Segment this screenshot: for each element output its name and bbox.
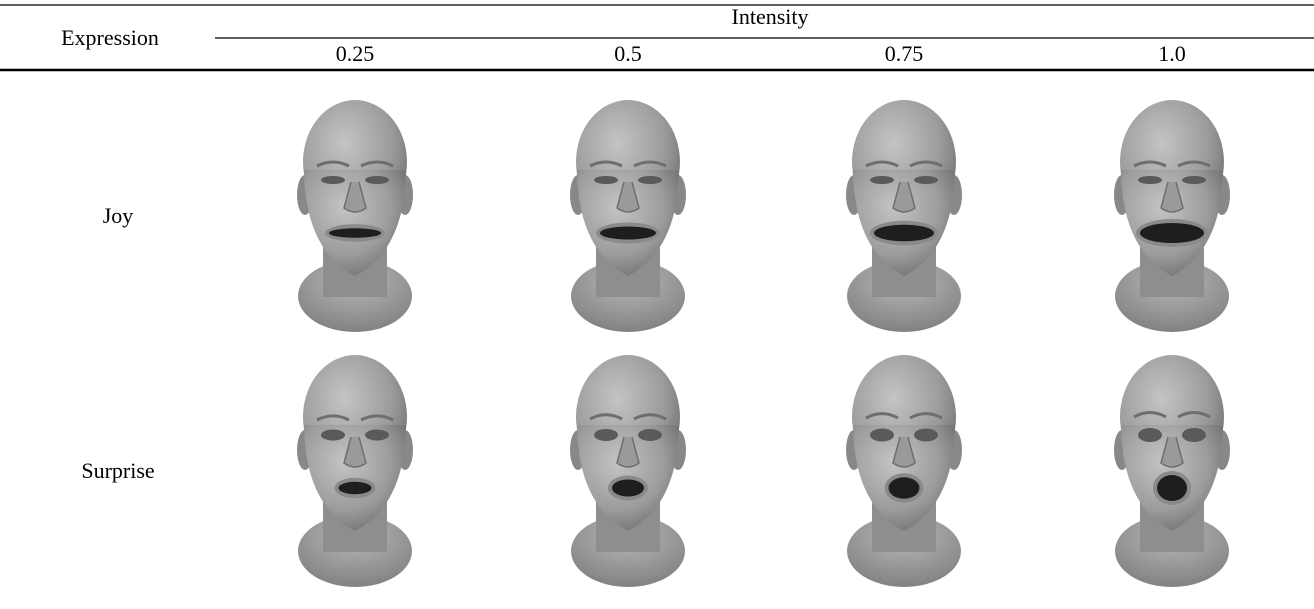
face-render (1114, 100, 1230, 332)
eye (365, 176, 389, 184)
column-header: 0.75 (885, 41, 924, 66)
figure-table: Expression Intensity 0.25 0.5 0.75 1.0 Joy Su… (0, 0, 1314, 609)
mouth (612, 480, 644, 497)
eye (594, 176, 618, 184)
eye (321, 176, 345, 184)
eye (1138, 428, 1162, 442)
face-render (846, 100, 962, 332)
eye (914, 176, 938, 184)
eye (638, 429, 662, 441)
face-render (846, 355, 962, 587)
eye (870, 176, 894, 184)
face-render (1114, 355, 1230, 587)
eye (321, 430, 345, 441)
face-render (297, 100, 413, 332)
eye (1138, 176, 1162, 184)
mouth (600, 227, 656, 240)
eye (870, 429, 894, 442)
eye (638, 176, 662, 184)
mouth (339, 482, 372, 495)
mouth (1157, 475, 1187, 501)
column-header: 1.0 (1158, 41, 1186, 66)
column-header: 0.5 (614, 41, 642, 66)
row-header: Expression (61, 25, 159, 50)
mouth (874, 225, 934, 242)
mouth (329, 228, 381, 238)
face-render (297, 355, 413, 587)
group-header: Intensity (732, 4, 809, 29)
mouth (1140, 223, 1204, 243)
row-label: Surprise (81, 458, 154, 483)
face-render (570, 355, 686, 587)
eye (594, 429, 618, 441)
eye (365, 430, 389, 441)
eye (1182, 176, 1206, 184)
face-render (570, 100, 686, 332)
mouth (889, 477, 920, 499)
eye (914, 429, 938, 442)
column-header: 0.25 (336, 41, 375, 66)
row-label: Joy (103, 203, 134, 228)
eye (1182, 428, 1206, 442)
